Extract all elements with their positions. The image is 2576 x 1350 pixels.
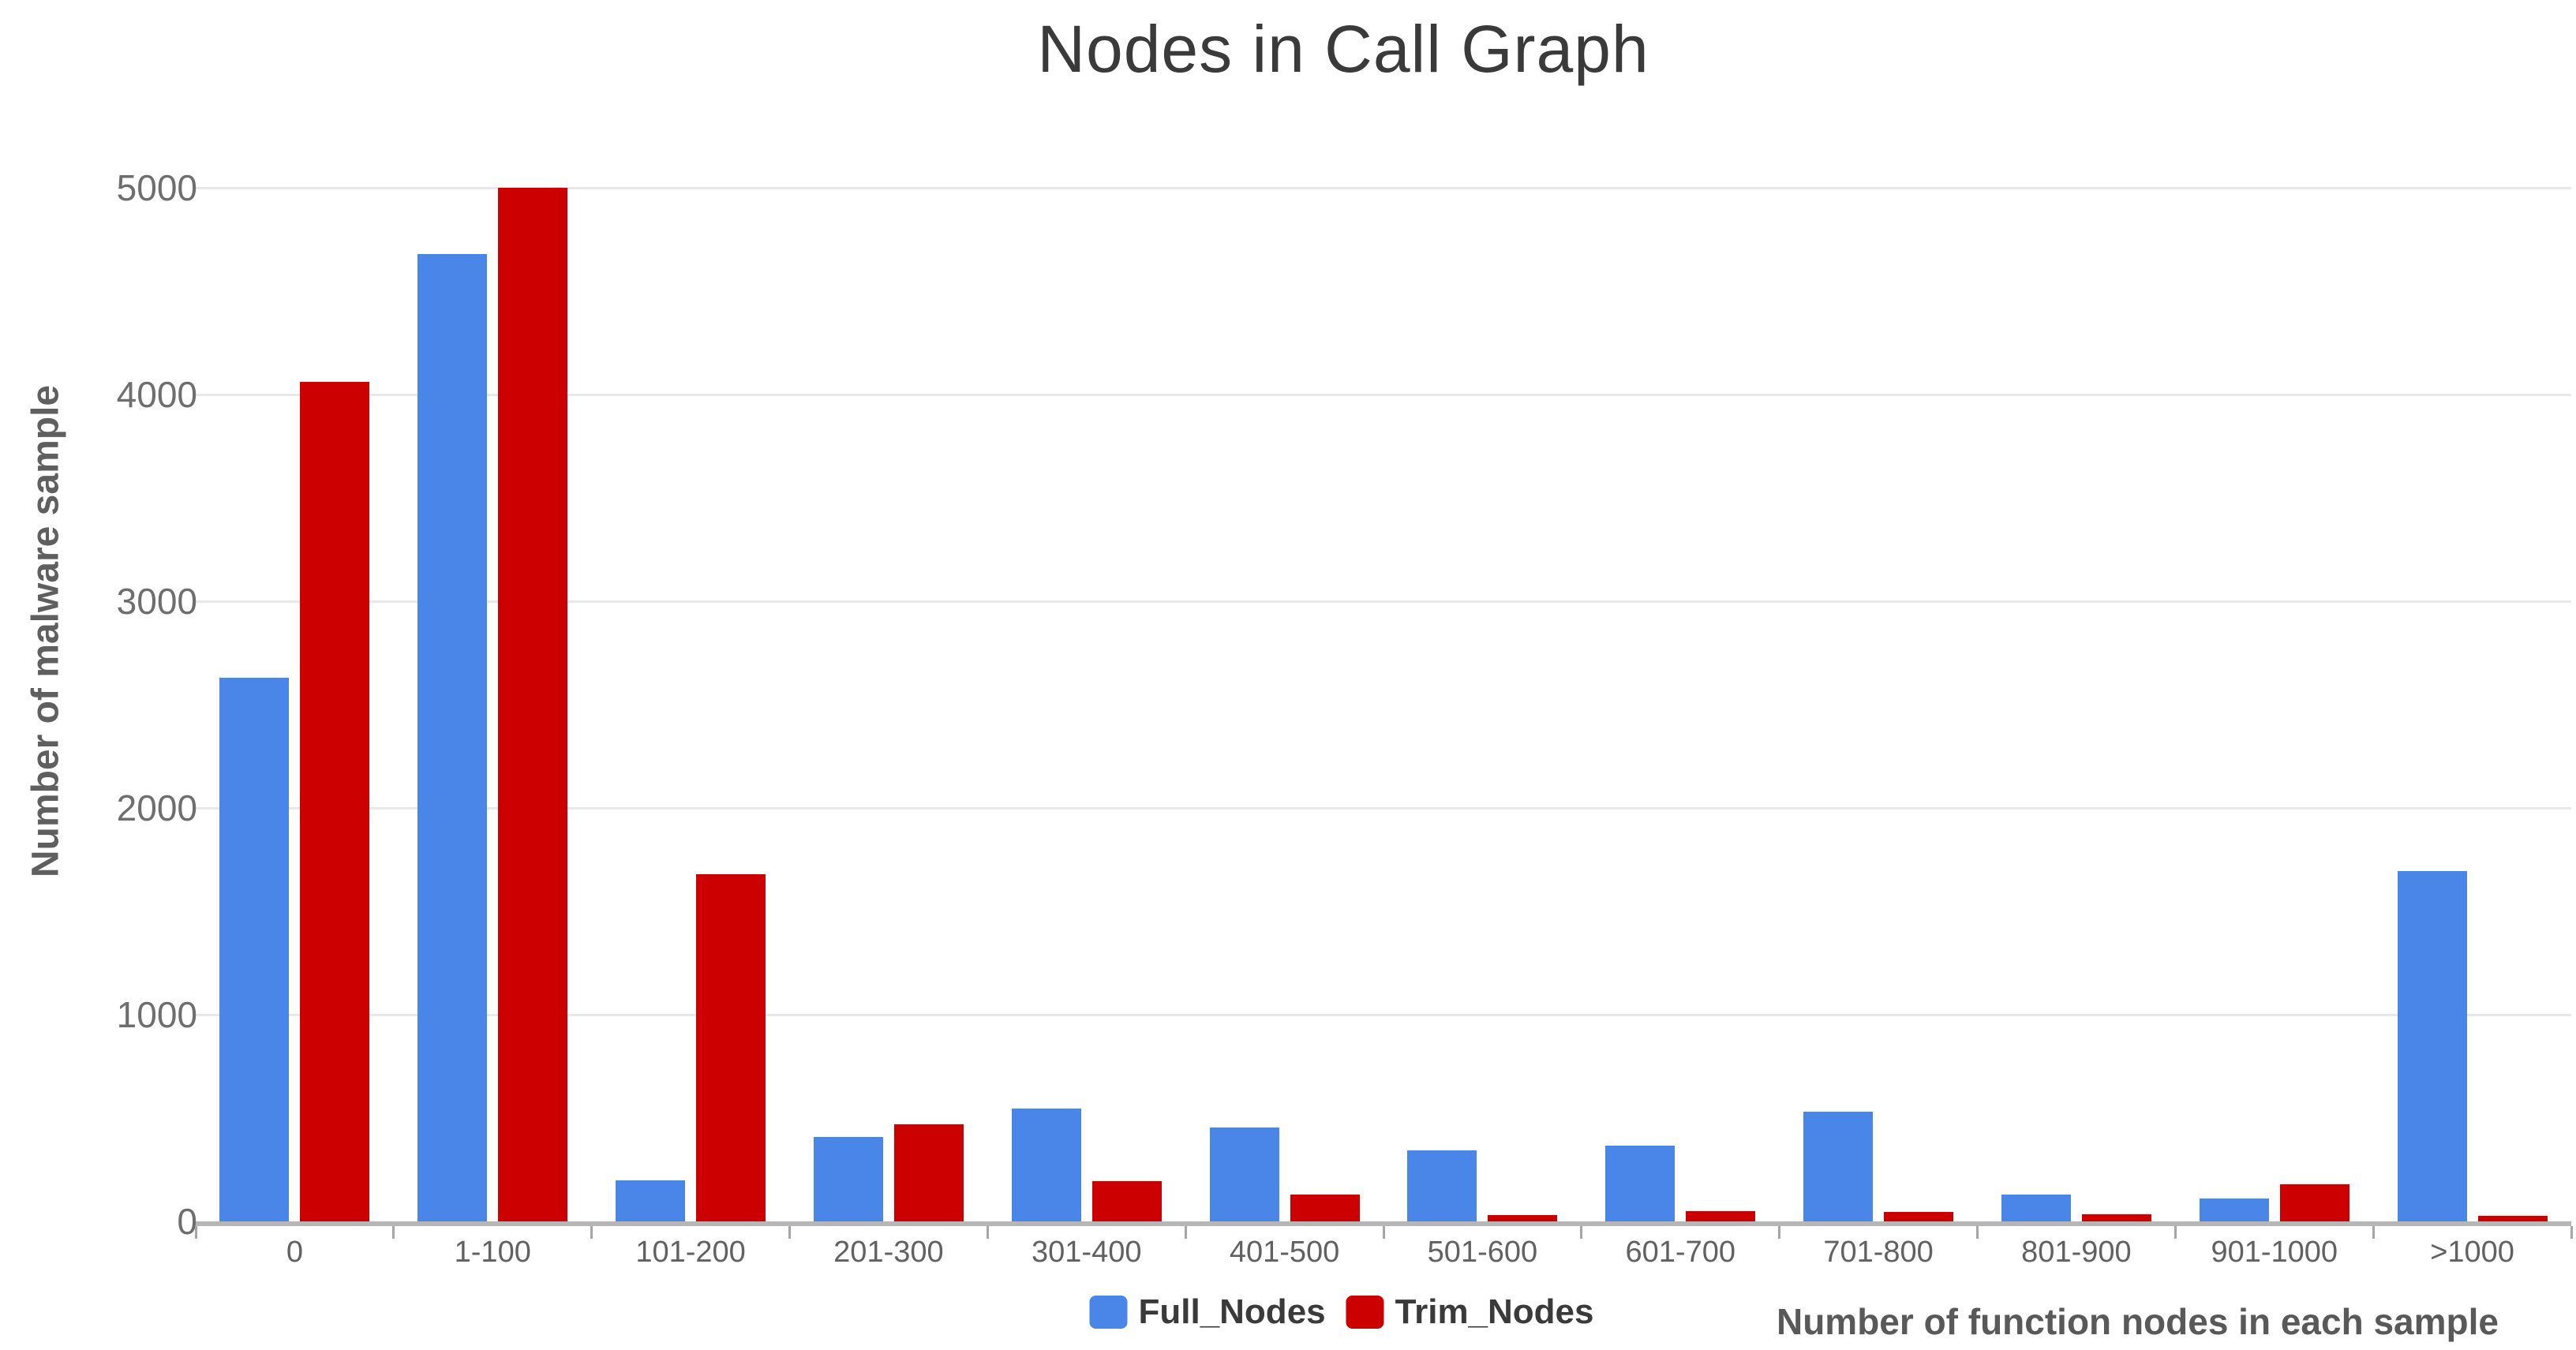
x-axis-tick-mark (2174, 1226, 2177, 1239)
x-tick-label-801-900: 801-900 (2021, 1236, 2132, 1269)
x-axis-tick-mark (2570, 1226, 2573, 1239)
bar-full_nodes-1-100 (417, 253, 488, 1221)
x-axis-tick-mark (986, 1226, 989, 1239)
bar-trim_nodes-701-800 (1884, 1212, 1954, 1221)
x-axis-tick-mark (590, 1226, 593, 1239)
x-tick-label-201-300: 201-300 (833, 1236, 944, 1269)
x-axis-line (196, 1221, 2571, 1226)
bar-full_nodes-501-600 (1407, 1150, 1477, 1221)
legend-swatch-trim-nodes (1346, 1296, 1384, 1329)
legend-label-full-nodes: Full_Nodes (1138, 1292, 1326, 1331)
x-tick-label-0: 0 (286, 1236, 303, 1269)
gridline-3000 (196, 600, 2571, 603)
x-tick-label-501-600: 501-600 (1427, 1236, 1538, 1269)
bar-full_nodes-701-800 (1803, 1112, 1874, 1221)
legend-item-full-nodes: Full_Nodes (1089, 1292, 1326, 1332)
gridline-2000 (196, 806, 2571, 810)
x-tick-label-1-100: 1-100 (454, 1236, 531, 1269)
x-tick-label-901-1000: 901-1000 (2211, 1236, 2338, 1269)
bar-full_nodes-601-700 (1605, 1146, 1676, 1221)
x-tick-label-701-800: 701-800 (1823, 1236, 1934, 1269)
bar-full_nodes-201-300 (813, 1136, 883, 1221)
x-axis-tick-mark (1976, 1226, 1979, 1239)
x-axis-title: Number of function nodes in each sample (1776, 1301, 2499, 1342)
bar-trim_nodes-601-700 (1686, 1210, 1756, 1221)
bar-trim_nodes-501-600 (1488, 1215, 1558, 1221)
gridline-1000 (196, 1013, 2571, 1016)
y-tick-label-4000: 4000 (116, 374, 197, 415)
bar-trim_nodes-1-100 (498, 188, 568, 1221)
bar-full_nodes-901-1000 (2199, 1199, 2269, 1221)
bar-trim_nodes-901-1000 (2279, 1184, 2349, 1221)
y-tick-label-5000: 5000 (116, 167, 197, 208)
bar-trim_nodes-801-900 (2081, 1214, 2151, 1221)
bar-trim_nodes-201-300 (893, 1124, 964, 1221)
bar-full_nodes-301-400 (1011, 1109, 1081, 1221)
bar-full_nodes-0 (219, 677, 290, 1221)
x-axis-tick-mark (392, 1226, 395, 1239)
gridline-4000 (196, 393, 2571, 396)
y-tick-label-0: 0 (177, 1201, 197, 1242)
x-axis-tick-mark (1778, 1226, 1781, 1239)
x-tick-label-301-400: 301-400 (1032, 1236, 1142, 1269)
bar-full_nodes-801-900 (2001, 1194, 2071, 1221)
x-axis-tick-mark (1184, 1226, 1187, 1239)
legend-item-trim-nodes: Trim_Nodes (1346, 1292, 1594, 1332)
gridline-5000 (196, 186, 2571, 189)
legend: Full_Nodes Trim_Nodes (1089, 1292, 1594, 1332)
legend-label-trim-nodes: Trim_Nodes (1395, 1292, 1594, 1331)
bar-trim_nodes-401-500 (1290, 1194, 1360, 1221)
bar-trim_nodes-0 (300, 382, 370, 1221)
x-tick-label-101-200: 101-200 (635, 1236, 746, 1269)
bar-trim_nodes-301-400 (1091, 1180, 1162, 1221)
bar-trim_nodes-101-200 (696, 873, 766, 1221)
y-tick-label-1000: 1000 (116, 994, 197, 1035)
x-axis-tick-mark (2372, 1226, 2375, 1239)
x-axis-tick-mark (1382, 1226, 1385, 1239)
x-tick-label-401-500: 401-500 (1229, 1236, 1340, 1269)
x-tick-label-601-700: 601-700 (1625, 1236, 1735, 1269)
bar-trim_nodes->1000 (2477, 1216, 2548, 1221)
legend-swatch-full-nodes (1089, 1296, 1128, 1329)
chart-title: Nodes in Call Graph (1037, 12, 1649, 86)
bar-full_nodes-101-200 (616, 1180, 686, 1221)
y-tick-label-2000: 2000 (116, 787, 197, 828)
x-axis-tick-mark (788, 1226, 791, 1239)
bar-full_nodes->1000 (2397, 870, 2467, 1221)
x-axis-tick-mark (1580, 1226, 1583, 1239)
y-tick-label-3000: 3000 (116, 581, 197, 622)
x-tick-label->1000: >1000 (2430, 1236, 2514, 1269)
x-axis-tick-mark (194, 1226, 197, 1239)
bar-full_nodes-401-500 (1209, 1127, 1279, 1221)
